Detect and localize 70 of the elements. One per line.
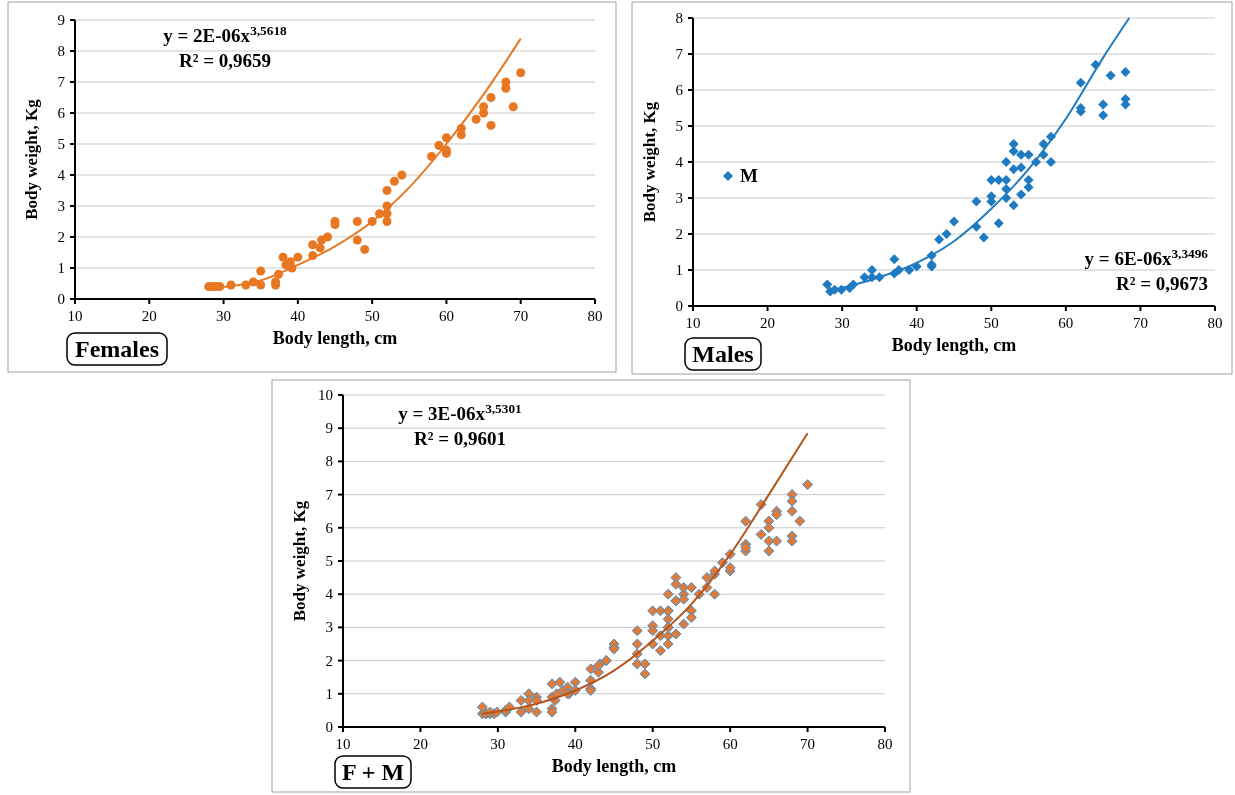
x-tick-label: 30 [216,308,232,324]
y-axis-title: Body weight, Kg [640,101,659,223]
y-tick-label: 1 [675,262,683,278]
y-tick-label: 3 [325,619,333,636]
x-tick-label: 10 [335,736,351,752]
y-tick-label: 6 [57,105,66,121]
text: Males [692,341,754,367]
y-tick-label: 4 [675,154,684,170]
x-tick-label: 60 [722,736,738,752]
annotation: y = 3E-06x$^{3,5301}$ [398,400,522,424]
x-tick-label: 30 [490,736,506,752]
y-axis-title: Body weight, Kg [22,98,41,220]
x-tick-label: 80 [1207,315,1223,331]
y-tick-label: 8 [57,43,65,59]
x-tick-label: 20 [412,736,428,752]
x-tick-label: 30 [834,315,850,331]
y-tick-label: 5 [325,553,333,569]
x-tick-label: 20 [141,308,157,324]
y-tick-label: 5 [675,118,683,134]
x-tick-label: 70 [513,308,529,324]
annotation: y = 2E-06x$^{3,5618}$ [163,22,288,46]
x-tick-label: 60 [1058,315,1074,331]
y-axis-title: Body weight, Kg [290,500,309,622]
y-tick-label: 6 [675,82,684,98]
y-tick-label: 2 [675,226,683,242]
x-tick-label: 40 [909,315,925,331]
y-tick-label: 0 [57,291,65,307]
y-tick-label: 7 [325,486,334,503]
y-tick-label: 0 [675,298,683,314]
y-tick-label: 8 [675,10,683,26]
x-tick-label: 10 [67,308,83,324]
y-tick-label: 10 [318,387,333,403]
y-tick-label: 2 [57,229,65,245]
y-tick-label: 5 [57,136,65,152]
y-tick-label: 1 [325,685,333,702]
y-tick-label: 4 [325,586,334,603]
y-tick-label: 0 [325,719,333,735]
y-tick-label: 6 [325,519,334,536]
y-tick-label: 9 [325,420,333,437]
annotation: R² = 0,9659 [179,50,271,71]
y-tick-label: 7 [675,46,684,62]
x-tick-label: 60 [438,308,454,324]
legend-label: M [740,165,758,186]
annotation: R² = 0,9673 [1116,273,1208,294]
x-axis-title: Body length, cm [551,756,677,776]
text: Females [75,336,159,362]
x-tick-label: 20 [760,315,776,331]
x-tick-label: 40 [567,736,583,752]
x-tick-label: 70 [1132,315,1148,331]
y-tick-label: 3 [57,198,65,214]
annotation: R² = 0,9601 [414,428,506,449]
y-tick-label: 4 [57,167,66,183]
x-tick-label: 80 [877,736,893,752]
x-axis-title: Body length, cm [272,328,398,348]
x-tick-label: 10 [685,315,701,331]
x-tick-label: 50 [983,315,999,331]
y-tick-label: 2 [325,652,333,669]
y-tick-label: 8 [325,453,333,470]
y-tick-label: 1 [57,260,65,276]
y-tick-label: 9 [57,12,65,28]
x-axis-title: Body length, cm [891,335,1017,355]
x-tick-label: 70 [800,736,816,752]
y-tick-label: 3 [675,190,683,206]
text: F + M [341,759,405,785]
x-tick-label: 50 [645,736,661,752]
x-tick-label: 50 [364,308,380,324]
x-tick-label: 40 [290,308,306,324]
annotation: y = 6E-06x$^{3,3496}$ [1084,245,1209,269]
x-tick-label: 80 [587,308,603,324]
y-tick-label: 7 [57,74,66,90]
